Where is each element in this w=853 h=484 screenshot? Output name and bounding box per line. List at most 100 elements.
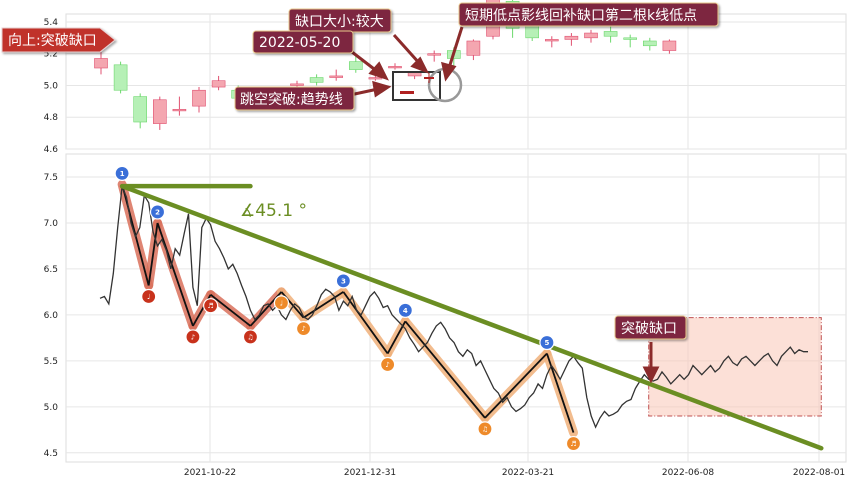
zigzag-segment [404,320,486,419]
gap-size-callout: 缺口大小:较大 [288,8,392,33]
short-text: 短期低点影线回补缺口第二根k线低点 [465,7,697,24]
trough-marker: ♪ [295,321,312,337]
bottom-y-tick: 5.0 [44,403,59,413]
candle [466,39,481,61]
candle [309,74,324,86]
gap-size-text: 缺口大小:较大 [295,14,384,30]
price-line [99,185,808,429]
candle [623,34,638,48]
up-label: 向上:突破缺口 [1,27,116,53]
top-y-tick: 5.4 [44,18,59,28]
top-y-tick: 5.0 [44,81,59,91]
bottom-y-tick: 6.0 [44,311,59,321]
x-axis: 2021-10-22 2021-12-31 2022-03-21 2022-06-08… [184,468,845,478]
zigzag-segment [280,291,305,319]
candle [133,93,147,129]
short-callout: 短期低点影线回补缺口第二根k线低点 [458,2,719,27]
candle [211,75,226,91]
zigzag-segment [484,352,548,419]
angle-label: ∡45.1 ° [240,201,307,221]
zigzag-markers: 1 ♩ 2 ♪ ♬ ♫ ♩ ♪ 3 ♪ 4 ♫ 5 ♬ [114,165,582,452]
bottom-y-tick: 5.5 [44,357,58,367]
top-y-tick: 4.6 [44,145,59,155]
up-label-text: 向上:突破缺口 [8,33,97,49]
marker-label: ♬ [207,302,213,310]
jump-callout: 跳空突破:趋势线 [234,86,355,111]
peak-marker: 1 [114,165,130,181]
zigzag-segment [303,291,344,319]
bottom-y-axis: 7.5 7.0 6.5 6.0 5.5 5.0 4.5 [44,173,59,459]
marker-label: ♪ [385,361,389,369]
marker-label: 1 [120,170,125,178]
jump-text: 跳空突破:趋势线 [240,92,343,108]
marker-label: 4 [403,307,408,315]
candle [584,29,598,43]
gap-marks [400,73,434,94]
candle [172,96,187,116]
x-tick: 2022-08-01 [793,468,845,478]
breakout-arrow [642,342,660,384]
candle [388,63,402,70]
zigzag-segment [210,293,252,327]
candles [94,0,677,130]
zigzag-segment [342,291,389,355]
trough-marker: ♫ [477,421,493,437]
bottom-y-tick: 6.5 [44,265,58,275]
top-y-tick: 5.2 [44,50,58,60]
trough-marker: ♬ [203,298,219,314]
marker-label: 3 [341,277,346,285]
gap-box [392,71,441,101]
trough-marker: ♪ [380,356,396,373]
candle [348,53,363,73]
trough-marker: ♬ [565,435,582,452]
breakout-callout: 突破缺口 [614,315,687,340]
candle [113,61,128,94]
date-callout: 2022-05-20 [252,30,354,54]
candle [427,50,442,62]
marker-label: 2 [155,208,160,216]
trough-marker: ♪ [185,329,201,345]
candle [662,39,677,54]
x-tick: 2022-03-21 [502,468,554,478]
marker-label: 5 [544,339,549,347]
candle [642,37,657,51]
date-text: 2022-05-20 [259,35,340,51]
top-panel-frame [65,13,847,150]
line-panel: 7.5 7.0 6.5 6.0 5.5 5.0 4.5 2021-10-22 2021-12-… [44,153,847,478]
candle [329,69,344,81]
trough-marker: ♫ [242,329,259,345]
trough-marker: ♩ [141,288,157,305]
marker-label: ♪ [191,333,195,341]
gap-annotations [349,26,464,103]
candle [564,33,579,46]
peak-marker: 2 [149,204,166,220]
marker-label: ♫ [247,333,253,341]
x-tick: 2022-06-08 [662,468,715,478]
trough-marker: ♩ [273,295,290,311]
top-y-tick: 4.8 [44,113,59,123]
candle [603,26,618,43]
candle [153,96,167,130]
x-tick: 2021-12-31 [344,468,396,478]
x-tick: 2021-10-22 [184,468,236,478]
peak-marker: 3 [335,273,351,289]
bottom-y-tick: 4.5 [44,449,58,459]
trendline [119,183,824,451]
zigzag-segment [156,222,194,327]
zigzag-segment [147,222,159,286]
marker-label: ♬ [570,440,576,448]
breakout-text: 突破缺口 [621,321,677,337]
zigzag-segment [386,320,407,354]
top-y-axis: 5.4 5.2 5.0 4.8 4.6 [44,18,59,155]
marker-label: ♩ [147,293,150,301]
bottom-y-tick: 7.5 [44,173,58,183]
candle [544,36,559,48]
peak-marker: 4 [397,302,413,318]
bottom-y-tick: 7.0 [44,219,59,229]
annotation-arrows [349,26,464,98]
marker-label: ♪ [301,325,305,333]
peak-marker: 5 [539,334,555,351]
marker-label: ♩ [280,299,283,307]
marker-label: ♫ [482,425,488,433]
